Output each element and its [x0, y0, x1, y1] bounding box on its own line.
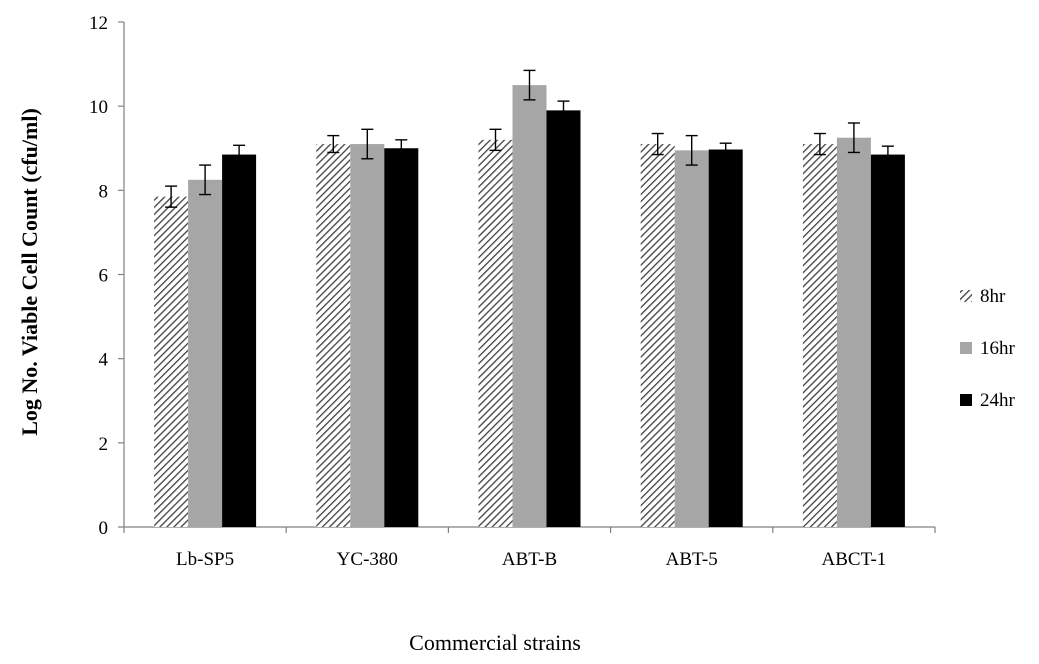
- bar-24hr: [384, 148, 419, 527]
- x-tick-label: ABT-5: [666, 549, 718, 570]
- bar-24hr: [546, 110, 581, 527]
- bar-16hr: [674, 150, 709, 527]
- y-axis-title: Log No. Viable Cell Count (cfu/ml): [17, 108, 42, 436]
- y-tick-label: 10: [89, 97, 108, 118]
- y-tick-label: 8: [99, 181, 109, 202]
- y-tick-label: 4: [99, 350, 109, 371]
- x-tick-label: YC-380: [337, 549, 398, 570]
- y-tick-label: 12: [89, 13, 108, 34]
- legend-swatch-24hr: [960, 394, 972, 406]
- y-tick-label: 0: [99, 518, 109, 539]
- y-tick-label: 2: [99, 434, 109, 455]
- bar-8hr: [154, 196, 189, 528]
- bar-16hr: [350, 144, 385, 527]
- bar-24hr: [870, 154, 905, 527]
- bar-8hr: [802, 144, 837, 527]
- x-tick-label: Lb-SP5: [176, 549, 234, 570]
- legend-label: 8hr: [980, 286, 1006, 307]
- x-tick-label: ABCT-1: [822, 549, 887, 570]
- legend-label: 24hr: [980, 390, 1016, 411]
- x-tick-label: ABT-B: [502, 549, 557, 570]
- y-tick-label: 6: [99, 266, 109, 287]
- bar-8hr: [316, 144, 351, 527]
- legend-label: 16hr: [980, 338, 1016, 359]
- bar-16hr: [836, 137, 871, 527]
- legend-swatch-8hr: [960, 290, 972, 302]
- bar-16hr: [512, 85, 547, 527]
- bar-8hr: [640, 144, 675, 527]
- x-axis-title: Commercial strains: [409, 630, 581, 655]
- bar-24hr: [222, 154, 257, 527]
- legend-swatch-16hr: [960, 342, 972, 354]
- bar-24hr: [708, 149, 743, 527]
- bar-8hr: [478, 139, 513, 528]
- bar-16hr: [188, 179, 223, 527]
